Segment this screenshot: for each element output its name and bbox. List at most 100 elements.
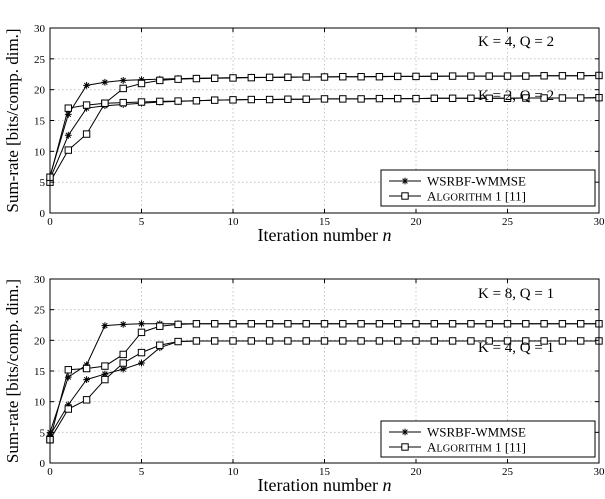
square-marker <box>394 72 402 81</box>
square-marker <box>265 73 274 82</box>
square-marker <box>540 72 548 80</box>
square-marker <box>156 97 164 106</box>
square-marker <box>265 320 274 328</box>
square-marker <box>320 320 329 328</box>
y-tick-label: 10 <box>34 397 46 409</box>
square-marker <box>357 95 365 103</box>
square-marker <box>522 72 530 80</box>
square-marker <box>229 337 237 345</box>
square-marker <box>192 337 201 345</box>
square-marker <box>522 320 530 328</box>
square-marker <box>229 96 237 104</box>
square-marker <box>558 94 567 102</box>
x-tick-label: 10 <box>228 216 240 228</box>
y-tick-label: 30 <box>34 23 46 35</box>
y-tick-label: 25 <box>34 54 46 66</box>
square-marker <box>375 94 384 103</box>
y-tick-label: 5 <box>40 427 46 439</box>
series-line <box>49 97 600 180</box>
series-algorithm-1-4 <box>46 337 603 444</box>
x-tick-label: 0 <box>47 466 53 478</box>
star-marker <box>64 131 72 139</box>
square-marker <box>137 348 146 357</box>
square-marker <box>485 94 493 102</box>
square-marker <box>284 73 292 82</box>
square-marker <box>211 96 219 104</box>
square-marker <box>229 320 237 328</box>
square-marker <box>82 101 91 109</box>
square-marker <box>101 375 109 384</box>
x-tick-label: 0 <box>47 216 53 228</box>
square-marker <box>339 320 347 328</box>
square-marker <box>64 146 72 154</box>
square-marker <box>448 94 457 102</box>
square-marker <box>302 337 310 345</box>
square-marker <box>522 337 530 345</box>
square-marker <box>137 328 146 337</box>
square-marker <box>394 94 402 103</box>
y-tick-label: 15 <box>34 366 46 378</box>
square-marker <box>577 72 585 80</box>
square-marker <box>448 320 457 328</box>
square-marker <box>430 337 439 345</box>
square-marker <box>211 337 219 345</box>
square-marker <box>448 72 457 80</box>
square-marker <box>64 366 72 374</box>
annotation: K = 4, Q = 1 <box>478 340 554 356</box>
x-tick-label: 15 <box>319 216 331 228</box>
square-marker <box>503 94 512 102</box>
square-marker <box>339 73 347 81</box>
square-marker <box>156 76 164 85</box>
square-marker <box>401 192 409 200</box>
square-marker <box>284 95 292 103</box>
square-marker <box>174 97 182 105</box>
square-marker <box>412 94 420 103</box>
square-marker <box>247 73 256 82</box>
x-tick-label: 30 <box>594 466 605 478</box>
y-axis-label: Sum-rate [bits/comp. dim.] <box>3 279 22 463</box>
square-marker <box>137 79 146 88</box>
star-marker <box>101 322 109 330</box>
star-marker <box>64 401 72 409</box>
square-marker <box>357 73 365 81</box>
square-marker <box>448 337 457 345</box>
square-marker <box>82 130 91 138</box>
x-tick-label: 30 <box>594 216 605 228</box>
square-marker <box>485 337 493 345</box>
square-marker <box>156 322 164 330</box>
legend-item: ALGORITHM 1 [11] <box>389 189 526 204</box>
y-tick-label: 25 <box>34 305 46 317</box>
legend-box <box>380 420 596 458</box>
square-marker <box>320 73 329 81</box>
square-marker <box>375 337 384 345</box>
square-marker <box>192 97 201 105</box>
legend-label: WSRBF-WMMSE <box>427 425 526 440</box>
square-marker <box>82 364 91 373</box>
star-marker <box>138 359 145 367</box>
square-marker <box>412 320 420 328</box>
square-marker <box>265 337 274 345</box>
y-tick-label: 15 <box>34 116 46 128</box>
x-tick-label: 25 <box>502 216 514 228</box>
square-marker <box>577 337 585 345</box>
square-marker <box>401 443 409 451</box>
x-tick-label: 20 <box>411 216 423 228</box>
square-marker <box>174 320 182 329</box>
x-tick-label: 10 <box>228 466 240 478</box>
square-marker <box>211 320 219 328</box>
y-axis-label: Sum-rate [bits/comp. dim.] <box>3 28 22 212</box>
square-marker <box>485 320 493 328</box>
square-marker <box>467 72 475 80</box>
square-marker <box>394 337 402 345</box>
square-marker <box>119 350 127 359</box>
square-marker <box>137 98 146 106</box>
square-marker <box>339 95 347 103</box>
star-marker <box>101 78 109 86</box>
square-marker <box>174 337 182 346</box>
square-marker <box>101 362 109 370</box>
square-marker <box>540 94 548 102</box>
chart-panel-2: 0 5 10 15 20 25 30 0 5 10 15 20 25 30 Iteration number… <box>3 274 605 495</box>
